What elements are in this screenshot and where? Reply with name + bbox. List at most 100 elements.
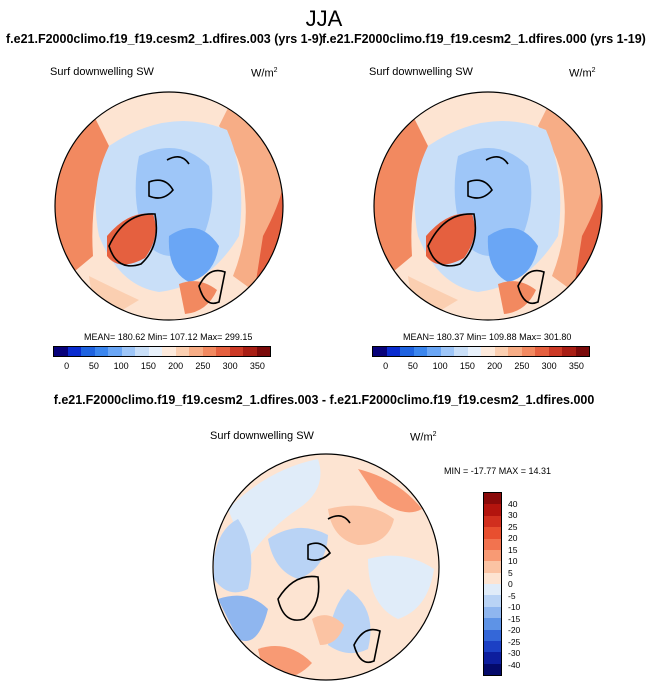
colorbar-tick-label: 10 <box>508 556 518 566</box>
colorbar-tick-label: 250 <box>195 361 211 371</box>
colorbar-swatch <box>521 347 535 356</box>
right-panel-units: W/m2 <box>569 67 596 80</box>
left-panel-stats: MEAN= 180.62 Min= 107.12 Max= 299.15 <box>84 332 253 342</box>
colorbar-swatch <box>148 347 162 356</box>
colorbar-swatch <box>454 347 468 356</box>
colorbar-tick-label: 150 <box>459 361 475 371</box>
colorbar-swatch <box>243 347 257 356</box>
colorbar-swatch <box>484 527 501 539</box>
colorbar-swatch <box>484 618 501 630</box>
diff-panel-variable-label: Surf downwelling SW <box>210 430 314 442</box>
colorbar-swatch <box>484 640 501 653</box>
diff-panel-stats: MIN = -17.77 MAX = 14.31 <box>444 466 552 476</box>
right-colorbar <box>372 346 590 357</box>
colorbar-tick-label: 200 <box>168 361 184 371</box>
colorbar-swatch <box>484 504 501 516</box>
colorbar-swatch <box>229 347 243 356</box>
colorbar-swatch <box>216 347 230 356</box>
colorbar-swatch <box>508 347 522 356</box>
colorbar-swatch <box>373 347 387 356</box>
colorbar-tick-label: -20 <box>508 625 521 635</box>
right-polar-map <box>373 91 603 321</box>
left-panel-variable-label: Surf downwelling SW <box>50 66 154 78</box>
diff-panel-units: W/m2 <box>410 431 437 444</box>
colorbar-tick-label: 300 <box>222 361 238 371</box>
colorbar-swatch <box>162 347 176 356</box>
colorbar-tick-label: 0 <box>64 361 70 371</box>
colorbar-swatch <box>427 347 441 356</box>
left-panel-units: W/m2 <box>251 67 278 80</box>
colorbar-swatch <box>400 347 414 356</box>
colorbar-swatch <box>575 347 589 356</box>
colorbar-tick-label: -5 <box>508 590 516 601</box>
difference-title: f.e21.F2000climo.f19_f19.cesm2_1.dfires.… <box>53 393 595 407</box>
colorbar-tick-label: 300 <box>541 361 557 371</box>
colorbar-swatch <box>256 347 270 356</box>
figure-title: JJA <box>305 6 343 31</box>
colorbar-tick-label: -40 <box>508 659 521 670</box>
colorbar-swatch <box>175 347 189 356</box>
colorbar-swatch <box>484 584 501 596</box>
colorbar-swatch <box>94 347 108 356</box>
colorbar-tick-label: 200 <box>487 361 503 371</box>
colorbar-tick-label: 40 <box>508 498 518 509</box>
colorbar-swatch <box>189 347 203 356</box>
colorbar-tick-label: -30 <box>508 648 521 658</box>
colorbar-swatch <box>121 347 135 356</box>
colorbar-swatch <box>535 347 549 356</box>
colorbar-tick-label: 30 <box>508 510 518 520</box>
colorbar-tick-label: -15 <box>508 613 521 624</box>
right-panel-variable-label: Surf downwelling SW <box>369 66 473 78</box>
colorbar-swatch <box>440 347 454 356</box>
colorbar-swatch <box>135 347 149 356</box>
colorbar-swatch <box>67 347 81 356</box>
colorbar-tick-label: 50 <box>88 361 99 371</box>
colorbar-tick-label: 250 <box>514 361 530 371</box>
colorbar-tick-label: 350 <box>568 361 584 371</box>
colorbar-swatch <box>54 347 68 356</box>
colorbar-swatch <box>484 515 501 528</box>
colorbar-tick-label: 100 <box>432 361 448 371</box>
colorbar-swatch <box>562 347 576 356</box>
colorbar-tick-label: -10 <box>508 602 521 612</box>
diff-colorbar-ticks: 40 30 25 20 15 10 5 0 -5 -10 -15 -20 -25 -30 -40 <box>508 492 538 676</box>
colorbar-tick-label: 150 <box>140 361 156 371</box>
colorbar-tick-label: 15 <box>508 544 518 555</box>
colorbar-swatch <box>202 347 216 356</box>
right-colorbar-ticks: 0 50 100 150 200 250 300 350 <box>372 361 590 373</box>
colorbar-swatch <box>484 606 501 619</box>
colorbar-swatch <box>481 347 495 356</box>
colorbar-swatch <box>484 572 501 584</box>
left-polar-map <box>54 91 284 321</box>
left-panel-subtitle: f.e21.F2000climo.f19_f19.cesm2_1.dfires.… <box>6 32 323 46</box>
colorbar-tick-label: 50 <box>407 361 418 371</box>
colorbar-swatch <box>484 652 501 664</box>
colorbar-swatch <box>484 493 501 505</box>
right-panel-stats: MEAN= 180.37 Min= 109.88 Max= 301.80 <box>403 332 572 342</box>
colorbar-swatch <box>484 629 501 641</box>
colorbar-swatch <box>467 347 481 356</box>
colorbar-swatch <box>81 347 95 356</box>
left-colorbar-ticks: 0 50 100 150 200 250 300 350 <box>53 361 271 373</box>
colorbar-swatch <box>484 561 501 573</box>
colorbar-tick-label: 5 <box>508 567 513 578</box>
colorbar-tick-label: 25 <box>508 521 518 532</box>
colorbar-tick-label: -25 <box>508 636 521 647</box>
colorbar-swatch <box>484 663 501 675</box>
colorbar-swatch <box>484 595 501 607</box>
colorbar-tick-label: 350 <box>249 361 265 371</box>
right-panel-subtitle: f.e21.F2000climo.f19_f19.cesm2_1.dfires.… <box>322 32 646 46</box>
colorbar-swatch <box>413 347 427 356</box>
colorbar-swatch <box>108 347 122 356</box>
difference-polar-map <box>212 453 440 681</box>
colorbar-swatch <box>484 538 501 550</box>
colorbar-swatch <box>386 347 400 356</box>
colorbar-tick-label: 0 <box>383 361 389 371</box>
colorbar-tick-label: 100 <box>113 361 129 371</box>
diff-colorbar <box>483 492 502 676</box>
colorbar-tick-label: 0 <box>508 579 513 589</box>
colorbar-swatch <box>548 347 562 356</box>
colorbar-tick-label: 20 <box>508 533 518 543</box>
left-colorbar <box>53 346 271 357</box>
colorbar-swatch <box>484 549 501 562</box>
